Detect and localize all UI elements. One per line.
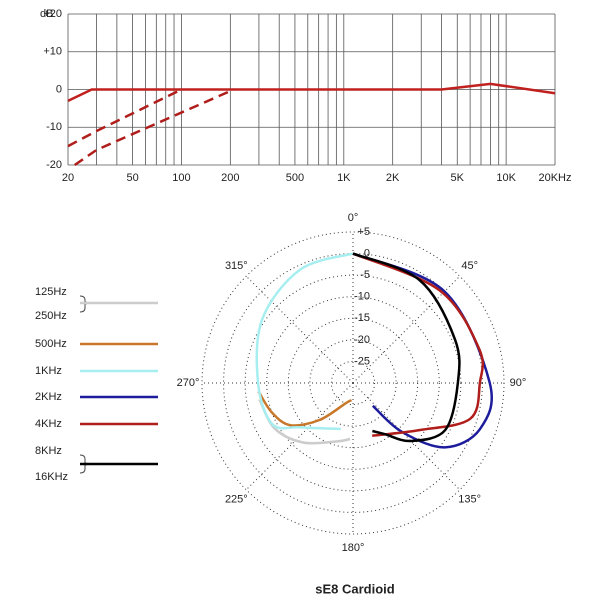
theta-tick-label: 0° — [348, 212, 359, 224]
x-tick-label: 2K — [386, 172, 400, 184]
legend-label: 4KHz — [35, 418, 62, 430]
polar-curve — [352, 252, 485, 437]
x-tick-label: 50 — [126, 172, 138, 184]
legend-label: 125Hz — [35, 286, 67, 298]
chart-title: sE8 Cardioid — [315, 581, 395, 596]
theta-tick-label: 45° — [461, 260, 478, 272]
y-tick-label: -10 — [46, 121, 62, 133]
r-tick-label: +5 — [357, 226, 370, 238]
x-tick-label: 10K — [496, 172, 516, 184]
r-tick-label: 0 — [364, 247, 370, 259]
theta-tick-label: 270° — [177, 377, 200, 389]
legend-label: 500Hz — [35, 338, 67, 350]
theta-tick-label: 135° — [458, 494, 481, 506]
response-line — [67, 88, 183, 148]
grid-spoke — [352, 382, 461, 491]
grid-ring — [266, 296, 440, 470]
grid-ring — [309, 339, 397, 427]
x-tick-label: 100 — [172, 172, 190, 184]
theta-tick-label: 180° — [342, 542, 365, 554]
grid-ring — [223, 253, 483, 513]
r-tick-label: -20 — [354, 334, 370, 346]
x-tick-label: 20 — [62, 172, 74, 184]
response-line — [67, 82, 556, 102]
response-line — [74, 88, 235, 167]
grid-ring — [201, 231, 505, 535]
polar-curve — [258, 398, 351, 445]
r-tick-label: -25 — [354, 355, 370, 367]
r-tick-label: -10 — [354, 291, 370, 303]
legend-label: 1KHz — [35, 365, 62, 377]
theta-tick-label: 90° — [510, 377, 527, 389]
y-axis-label: dB — [40, 8, 53, 20]
polar-curve — [257, 390, 353, 427]
grid-ring — [330, 360, 376, 406]
y-tick-label: 0 — [56, 83, 62, 95]
theta-tick-label: 225° — [225, 494, 248, 506]
theta-tick-label: 315° — [225, 260, 248, 272]
legend-label: 250Hz — [35, 310, 67, 322]
x-tick-label: 1K — [337, 172, 351, 184]
polar-curve — [255, 252, 354, 431]
legend-label: 2KHz — [35, 391, 62, 403]
x-tick-label: 20KHz — [538, 172, 571, 184]
y-tick-label: -20 — [46, 159, 62, 171]
y-tick-label: +20 — [43, 8, 62, 20]
grid-ring — [244, 274, 462, 492]
x-tick-label: 5K — [451, 172, 465, 184]
polar-curve — [352, 252, 461, 443]
r-tick-label: -15 — [354, 312, 370, 324]
legend-label: 8KHz — [35, 445, 62, 457]
grid-spoke — [245, 275, 354, 384]
r-tick-label: -5 — [360, 269, 370, 281]
x-tick-label: 200 — [221, 172, 239, 184]
legend-label: 16KHz — [35, 471, 68, 483]
y-tick-label: +10 — [43, 46, 62, 58]
x-tick-label: 500 — [286, 172, 304, 184]
